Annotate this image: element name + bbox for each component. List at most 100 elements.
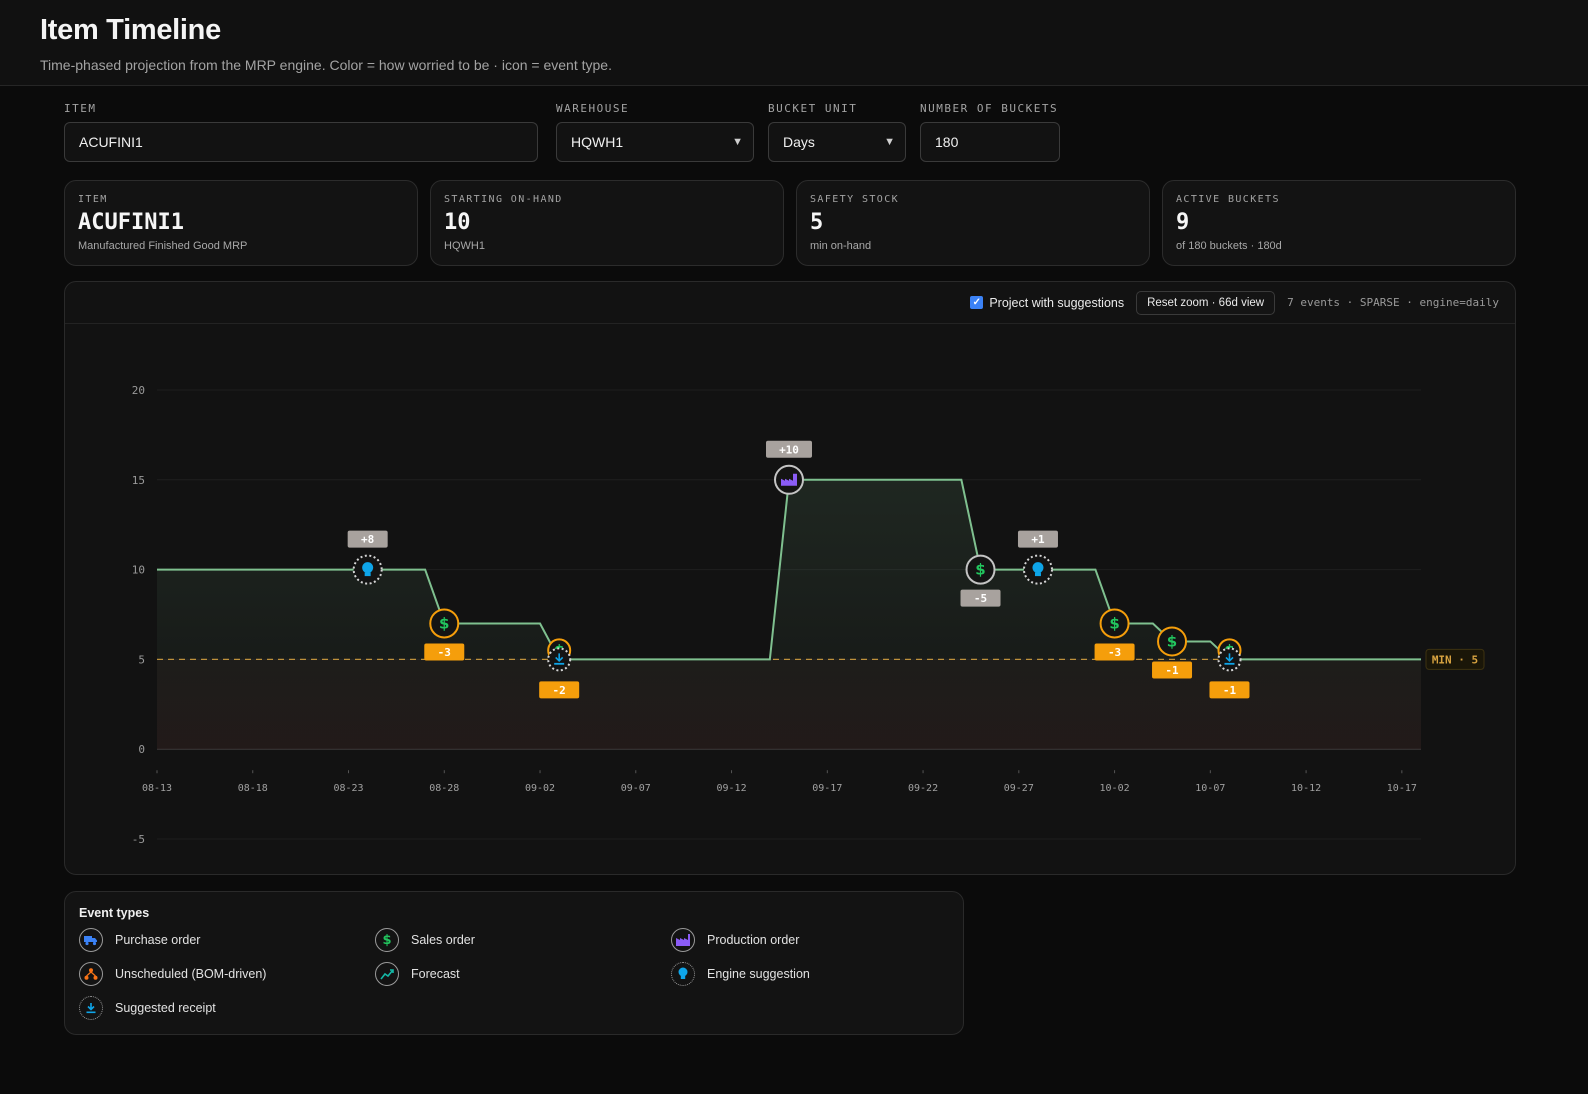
x-tick-label: 10-12: [1291, 783, 1321, 794]
item-input-value: ACUFINI1: [79, 134, 143, 150]
item-field-label: ITEM: [64, 102, 97, 115]
project-suggestions-label: Project with suggestions: [989, 295, 1125, 310]
event-qty-label: -1: [1165, 664, 1179, 677]
x-tick-label: 10-02: [1100, 783, 1130, 794]
x-tick-label: 08-28: [429, 783, 459, 794]
legend-item-production-order: Production order: [671, 928, 799, 952]
page-title: Item Timeline: [40, 14, 221, 46]
bucket-unit-select[interactable]: Days ▼: [768, 122, 906, 162]
card-active-buckets: ACTIVE BUCKETS 9 of 180 buckets · 180d: [1162, 180, 1516, 266]
warehouse-select[interactable]: HQWH1 ▼: [556, 122, 754, 162]
legend-label: Unscheduled (BOM-driven): [115, 967, 267, 981]
y-tick-label: 10: [132, 564, 145, 577]
event-qty-badge: [960, 589, 1001, 607]
lightbulb-icon: [362, 562, 374, 577]
x-tick-label: 09-07: [621, 783, 651, 794]
card-label: SAFETY STOCK: [810, 194, 900, 205]
card-starting-on-hand: STARTING ON-HAND 10 HQWH1: [430, 180, 784, 266]
page-subtitle: Time-phased projection from the MRP engi…: [40, 57, 612, 73]
event-qty-badge: [766, 440, 812, 458]
card-sub: of 180 buckets · 180d: [1176, 240, 1282, 252]
reset-zoom-button[interactable]: Reset zoom · 66d view: [1136, 290, 1276, 315]
card-value: 9: [1176, 210, 1190, 235]
timeline-panel: ✓ Project with suggestions Reset zoom · …: [64, 281, 1516, 875]
legend-item-forecast: Forecast: [375, 962, 460, 986]
hierarchy-icon: [79, 962, 103, 986]
card-sub: Manufactured Finished Good MRP: [78, 240, 248, 252]
dollar-icon: $: [375, 928, 399, 952]
x-tick-label: 08-13: [142, 783, 172, 794]
event-qty-label: -1: [1223, 684, 1237, 697]
lightbulb-icon: [671, 962, 695, 986]
buckets-input-value: 180: [935, 134, 959, 150]
legend-item-unscheduled: Unscheduled (BOM-driven): [79, 962, 266, 986]
card-sub: min on-hand: [810, 240, 872, 252]
y-tick-label: 20: [132, 384, 145, 397]
checkbox-checked-icon[interactable]: ✓: [970, 296, 984, 309]
dollar-icon: $: [1109, 614, 1119, 632]
chart-toolbar: ✓ Project with suggestions Reset zoom · …: [65, 282, 1515, 324]
event-qty-label: +8: [361, 533, 374, 546]
event-qty-badge: [347, 530, 388, 548]
event-qty-badge: [539, 681, 580, 699]
x-tick-label: 10-07: [1195, 783, 1225, 794]
bucket-unit-field-label: BUCKET UNIT: [768, 102, 858, 115]
event-marker[interactable]: [1099, 608, 1130, 639]
card-value: ACUFINI1: [78, 210, 184, 235]
factory-icon: [781, 473, 797, 486]
x-tick-label: 09-22: [908, 783, 938, 794]
event-qty-badge: [424, 643, 465, 661]
card-safety-stock: SAFETY STOCK 5 min on-hand: [796, 180, 1150, 266]
x-tick-label: 09-12: [716, 783, 746, 794]
page-header: Item Timeline Time-phased projection fro…: [0, 0, 1588, 86]
event-marker[interactable]: [965, 554, 996, 585]
event-qty-badge: [1017, 530, 1058, 548]
chart-status: 7 events · SPARSE · engine=daily: [1287, 296, 1499, 309]
card-label: STARTING ON-HAND: [444, 194, 563, 205]
item-input[interactable]: ACUFINI1: [64, 122, 538, 162]
legend-label: Purchase order: [115, 933, 201, 947]
legend-label: Forecast: [411, 967, 460, 981]
legend-item-sales-order: $ Sales order: [375, 928, 475, 952]
event-qty-label: +10: [779, 443, 799, 456]
card-label: ACTIVE BUCKETS: [1176, 194, 1280, 205]
warehouse-field-label: WAREHOUSE: [556, 102, 630, 115]
svg-text:$: $: [975, 561, 985, 579]
svg-text:$: $: [1109, 614, 1119, 632]
min-line-label: MIN · 5: [1432, 653, 1478, 666]
truck-icon: [79, 928, 103, 952]
event-qty-label: +1: [1031, 533, 1045, 546]
card-item: ITEM ACUFINI1 Manufactured Finished Good…: [64, 180, 418, 266]
y-tick-label: 5: [138, 653, 145, 666]
y-tick-label: -5: [132, 833, 145, 846]
dollar-icon: $: [1167, 632, 1177, 650]
legend-label: Engine suggestion: [707, 967, 810, 981]
legend-item-suggested-receipt: Suggested receipt: [79, 996, 216, 1020]
timeline-chart[interactable]: 20 15 10 5 0 -5 08-13 08-18 08-23 08-28 09-02 09-07…: [65, 324, 1515, 874]
event-qty-label: -3: [1108, 646, 1121, 659]
legend-label: Production order: [707, 933, 800, 947]
y-tick-label: 0: [138, 743, 145, 756]
project-suggestions-toggle[interactable]: ✓ Project with suggestions: [970, 296, 1124, 310]
x-tick-label: 09-02: [525, 783, 555, 794]
chevron-down-icon: ▼: [884, 136, 895, 148]
legend-label: Suggested receipt: [115, 1001, 216, 1015]
event-marker[interactable]: [1157, 626, 1188, 657]
legend-item-purchase-order: Purchase order: [79, 928, 200, 952]
x-tick-label: 10-17: [1387, 783, 1417, 794]
svg-text:$: $: [1167, 632, 1177, 650]
chevron-down-icon: ▼: [732, 136, 743, 148]
min-line-badge: [1425, 648, 1485, 670]
event-qty-label: -5: [974, 592, 987, 605]
legend-title: Event types: [79, 906, 150, 920]
legend-label: Sales order: [411, 933, 475, 947]
event-legend: Event types Purchase order $ Sales order…: [64, 891, 964, 1035]
buckets-input[interactable]: 180: [920, 122, 1060, 162]
download-icon: [554, 653, 565, 665]
x-tick-label: 09-17: [812, 783, 842, 794]
filter-bar: ITEM ACUFINI1 WAREHOUSE HQWH1 ▼ BUCKET U…: [64, 102, 1064, 164]
factory-icon: [671, 928, 695, 952]
event-marker[interactable]: [429, 608, 460, 639]
event-qty-label: -2: [553, 684, 566, 697]
y-tick-label: 15: [132, 474, 145, 487]
